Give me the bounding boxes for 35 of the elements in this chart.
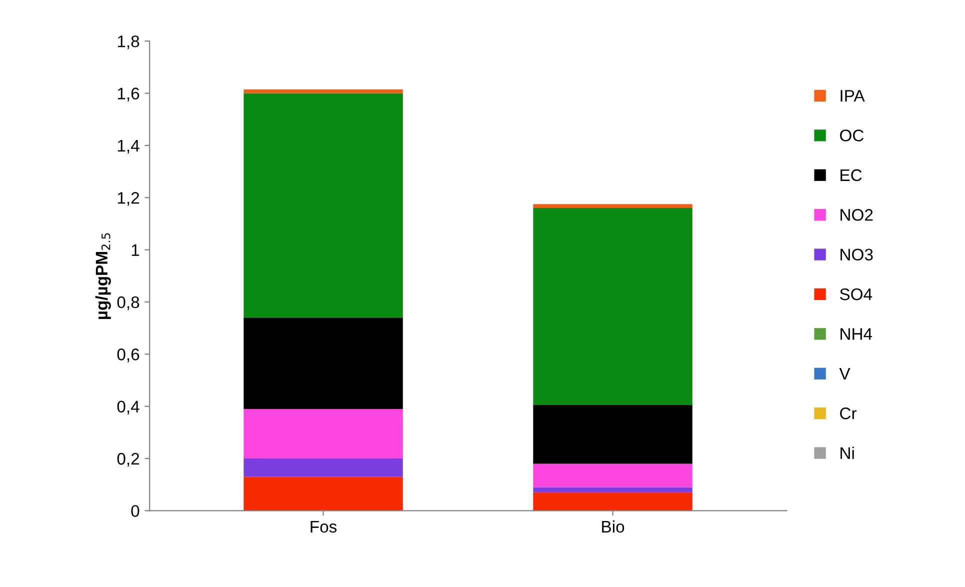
y-tick-label: 1 [132,244,140,256]
x-tick-label: Bio [602,520,624,533]
y-tick-label: 0,8 [117,296,140,310]
bar [244,318,403,409]
y-tick-label: 0,4 [117,400,140,415]
y-axis-title: µg/µgPM$_{2.5}$ [95,233,111,320]
y-tick-label: 0,6 [117,348,140,362]
y-tick-label: 0 [131,505,140,517]
bar [244,89,403,94]
bar [244,458,403,477]
legend-label: NH4 [840,328,872,340]
bar [244,408,403,459]
bar [533,208,692,406]
bar [244,93,403,318]
y-tick-label: 1,4 [118,140,140,154]
legend-label: EC [840,169,862,182]
legend-label: SO4 [840,288,872,300]
y-tick-label: 1,8 [118,35,140,50]
y-tick-label: 0,2 [117,452,140,467]
legend-label: V [839,368,850,380]
y-tick-label: 1,6 [118,88,140,102]
x-tick-label: Fos [310,521,337,533]
bar [533,487,692,492]
bar [533,204,692,208]
legend-label: OC [840,130,864,142]
legend-label: Ni [840,446,854,459]
legend-label: NO3 [840,248,873,261]
bar [533,405,692,464]
legend-label: IPA [840,90,865,102]
bar [533,464,692,488]
legend-label: NO2 [840,209,873,221]
bar [533,492,692,511]
y-tick-label: 1,2 [118,192,140,206]
bar [244,476,403,511]
legend-label: Cr [840,408,857,420]
